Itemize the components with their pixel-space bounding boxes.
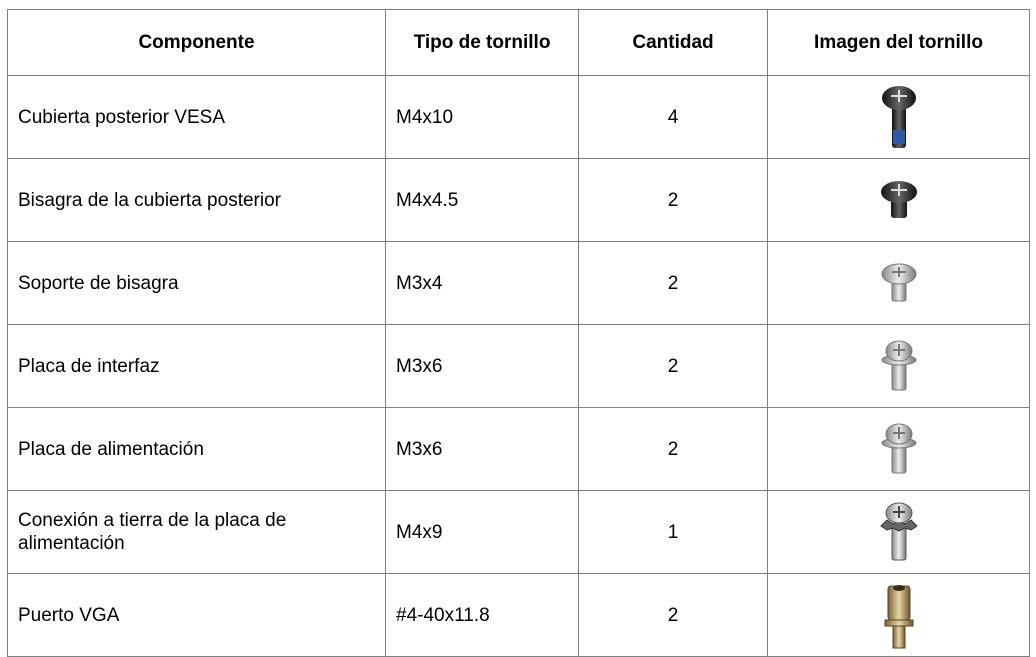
component: Conexión a tierra de la placa de aliment… [7,490,386,574]
row: Bisagra de la cubierta posterior M4x4.5 … [7,158,1030,242]
screw-image [881,340,916,391]
screw-image [881,86,916,148]
component: Placa de interfaz [7,324,386,408]
screw-type: M3x6 [385,324,579,408]
screw-image-cell [767,573,1030,657]
screw-type: M3x4 [385,241,579,325]
header-cell: Imagen del tornillo [767,9,1030,76]
quantity: 2 [578,241,768,325]
screw-table: Componente Tipo de tornillo Cantidad Ima… [7,9,1030,657]
quantity: 4 [578,75,768,159]
screw-image [884,585,913,649]
component: Placa de alimentación [7,407,386,491]
screw-type: M4x9 [385,490,579,574]
screw-image [881,263,916,302]
row: Placa de interfaz M3x6 2 [7,324,1030,408]
component: Cubierta posterior VESA [7,75,386,159]
screw-type: M4x4.5 [385,158,579,242]
component: Bisagra de la cubierta posterior [7,158,386,242]
screw-image-cell [767,75,1030,159]
screw-image [879,502,918,561]
screw-type: M3x6 [385,407,579,491]
header-cell: Cantidad [578,9,768,76]
component: Soporte de bisagra [7,241,386,325]
header-row: Componente Tipo de tornillo Cantidad Ima… [7,9,1030,76]
header-cell: Componente [7,9,386,76]
component: Puerto VGA [7,573,386,657]
screw-type: #4-40x11.8 [385,573,579,657]
quantity: 2 [578,407,768,491]
row: Soporte de bisagra M3x4 2 [7,241,1030,325]
row: Puerto VGA #4-40x11.8 2 [7,573,1030,657]
screw-image-cell [767,490,1030,574]
quantity: 1 [578,490,768,574]
screw-image-cell [767,241,1030,325]
row: Conexión a tierra de la placa de aliment… [7,490,1030,574]
row: Cubierta posterior VESA M4x10 4 [7,75,1030,159]
screw-image [881,423,916,474]
header-cell: Tipo de tornillo [385,9,579,76]
quantity: 2 [578,324,768,408]
quantity: 2 [578,573,768,657]
screw-type: M4x10 [385,75,579,159]
row: Placa de alimentación M3x6 2 [7,407,1030,491]
screw-image-cell [767,407,1030,491]
screw-image-cell [767,324,1030,408]
quantity: 2 [578,158,768,242]
screw-image-cell [767,158,1030,242]
screw-image [880,181,917,218]
